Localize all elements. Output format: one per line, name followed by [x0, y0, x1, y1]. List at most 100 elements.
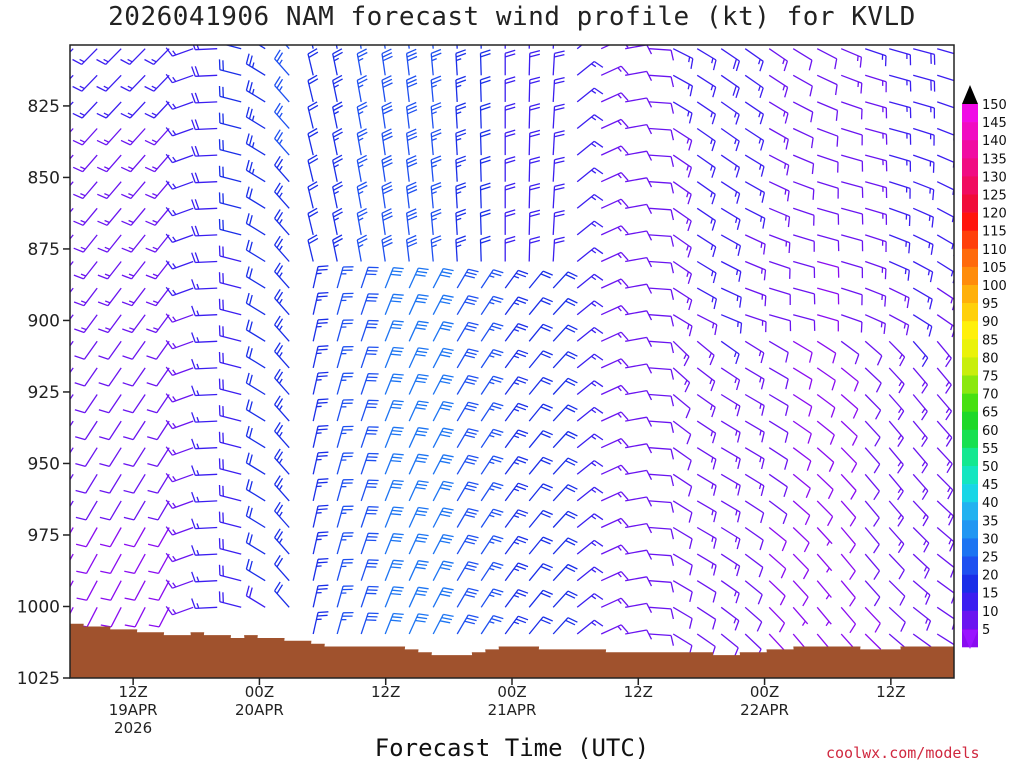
wind-barb: [430, 79, 434, 102]
wind-barb-feather: [146, 328, 157, 334]
wind-barb-feather: [75, 462, 86, 468]
wind-barb-feather: [276, 424, 284, 435]
wind-barb: [108, 394, 122, 414]
wind-barb-feather: [804, 515, 811, 526]
x-axis-label: Forecast Time (UTC): [374, 734, 650, 762]
wind-barb-feather: [443, 374, 454, 378]
colorbar-label: 115: [982, 225, 1007, 240]
wind-barb-feather: [333, 26, 342, 31]
wind-barb-feather: [685, 408, 691, 419]
wind-barb-feather: [439, 433, 451, 438]
wind-barb: [381, 80, 386, 102]
wind-barb-feather: [591, 621, 597, 626]
wind-barb-feather: [431, 111, 437, 115]
wind-barb: [840, 48, 862, 58]
wind-barb-feather: [196, 45, 200, 50]
wind-barb: [172, 207, 194, 217]
wind-barb: [83, 287, 98, 307]
wind-barb-feather: [513, 435, 520, 439]
wind-barb-feather: [165, 552, 173, 562]
wind-barb-feather: [72, 85, 83, 92]
wind-barb-feather: [191, 545, 196, 556]
wind-barb-feather: [147, 462, 158, 468]
wind-barb-feather: [542, 456, 553, 462]
colorbar: 1501451401351301251201151101051009590858…: [962, 85, 1007, 649]
wind-barb-feather: [947, 489, 954, 500]
wind-barb-feather: [687, 84, 690, 90]
wind-barb-feather: [828, 461, 835, 472]
wind-barb-feather: [103, 58, 109, 63]
wind-barb-feather: [834, 58, 838, 70]
wind-barb-feather: [128, 193, 134, 197]
wind-barb-feather: [735, 167, 741, 178]
wind-barb-feather: [245, 186, 250, 197]
wind-barb-feather: [734, 377, 738, 384]
colorbar-swatch: [962, 194, 978, 213]
wind-barb-feather: [129, 327, 135, 331]
wind-barb: [816, 340, 837, 354]
wind-barb-feather: [489, 487, 495, 491]
wind-barb-feather: [456, 164, 462, 168]
wind-barb-feather: [646, 310, 653, 321]
wind-barb-feather: [455, 105, 467, 111]
wind-barb: [455, 53, 458, 76]
wind-barb: [153, 74, 170, 92]
wind-barb-feather: [565, 486, 576, 493]
wind-barb-feather: [711, 483, 714, 489]
wind-barb-feather: [194, 252, 200, 263]
wind-barb-feather: [152, 246, 158, 250]
wind-barb-feather: [760, 140, 765, 151]
wind-barb-feather: [591, 196, 597, 201]
colorbar-high-arrow: [962, 85, 978, 104]
wind-barb-feather: [617, 226, 622, 232]
wind-barb-feather: [617, 519, 622, 525]
wind-barb-feather: [756, 621, 763, 632]
wind-barb-feather: [278, 59, 283, 65]
wind-barb-feather: [646, 337, 653, 347]
wind-barb-feather: [97, 301, 109, 307]
wind-barb: [744, 500, 764, 514]
wind-barb-feather: [274, 448, 281, 459]
wind-barb-feather: [480, 186, 491, 191]
wind-barb: [649, 526, 672, 530]
wind-barb-feather: [480, 106, 491, 111]
wind-barb-feather: [759, 539, 764, 551]
wind-barb-feather: [591, 169, 597, 174]
wind-barb-feather: [567, 484, 578, 490]
wind-barb-feather: [826, 540, 831, 546]
wind-barb-feather: [317, 375, 328, 378]
wind-barb: [408, 400, 419, 422]
wind-barb-feather: [710, 457, 714, 463]
wind-barb-feather: [784, 113, 789, 124]
wind-barb-feather: [513, 381, 520, 386]
wind-barb-feather: [56, 86, 61, 88]
wind-barb-feather: [153, 327, 159, 331]
wind-barb: [841, 234, 863, 242]
credit-link[interactable]: coolwx.com/models: [826, 744, 980, 762]
wind-barb: [130, 207, 146, 226]
wind-barb-feather: [416, 350, 428, 354]
wind-barb-feather: [278, 192, 283, 198]
wind-barb-feather: [620, 464, 629, 474]
wind-barb: [528, 563, 544, 582]
wind-barb-feather: [468, 428, 479, 432]
wind-barb-feather: [165, 499, 173, 509]
wind-barb: [70, 367, 74, 374]
wind-barb-feather: [670, 555, 675, 566]
wind-barb-feather: [953, 228, 954, 229]
colorbar-swatch: [962, 466, 978, 485]
wind-barb-feather: [540, 299, 551, 306]
wind-barb: [768, 580, 786, 597]
wind-barb-feather: [96, 166, 107, 173]
wind-barb-feather: [554, 156, 565, 161]
wind-barb-feather: [593, 406, 604, 414]
wind-barb-feather: [79, 58, 85, 63]
wind-barb-feather: [670, 502, 675, 513]
wind-barb-feather: [529, 103, 541, 108]
wind-barb: [84, 420, 98, 440]
wind-barb-feather: [491, 484, 502, 490]
wind-barb: [672, 48, 694, 60]
wind-barb-feather: [782, 111, 786, 117]
wind-barb: [840, 553, 856, 572]
wind-barb: [864, 500, 880, 519]
